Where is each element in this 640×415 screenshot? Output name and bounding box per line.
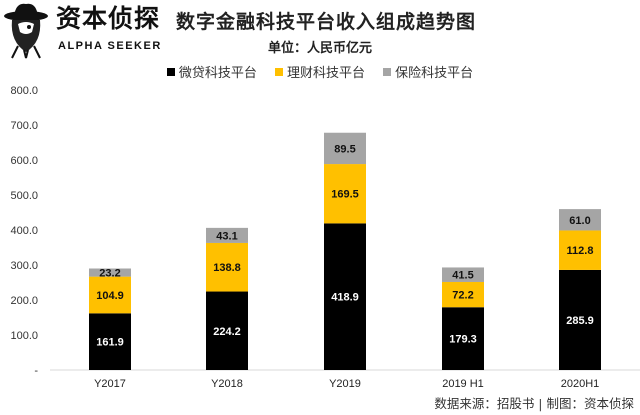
x-tick-label: Y2017 (94, 378, 126, 390)
x-tick-label: 2020H1 (561, 378, 600, 390)
y-tick-label: 400.0 (10, 225, 38, 237)
detective-logo-icon (4, 3, 48, 59)
bar-segment (442, 307, 484, 370)
bar-segment (559, 269, 601, 370)
data-label: 61.0 (569, 215, 590, 227)
data-label: 285.9 (566, 315, 594, 327)
source-note: 数据来源：招股书 | 制图：资本侦探 (434, 396, 634, 411)
bar-segment (89, 268, 131, 277)
chart-subtitle: 单位：人民币亿元 (268, 41, 373, 56)
bar-segment (559, 230, 601, 270)
legend-swatch (166, 68, 175, 76)
x-tick-label: 2019 H1 (442, 378, 484, 390)
y-tick-label: 100.0 (10, 330, 38, 342)
bar-segment (324, 132, 366, 165)
y-tick-label: 800.0 (10, 85, 38, 97)
data-label: 138.8 (213, 262, 241, 274)
y-tick-label: 300.0 (10, 260, 38, 272)
bar-segment (206, 227, 248, 243)
y-tick-label: 700.0 (10, 120, 38, 132)
bar-segment (442, 267, 484, 282)
logo-subtext: ALPHA SEEKER (58, 40, 162, 52)
bar-segment (89, 313, 131, 370)
bar-segment (324, 223, 366, 370)
chart-title: 数字金融科技平台收入组成趋势图 (176, 11, 477, 33)
bar-segment (89, 276, 131, 314)
bar-segment (559, 209, 601, 231)
data-label: 112.8 (567, 245, 594, 257)
data-label: 41.5 (452, 270, 473, 282)
data-label: 43.1 (216, 230, 237, 242)
legend: 微贷科技平台 理财科技平台 保险科技平台 (0, 66, 640, 82)
legend-item: 理财科技平台 (274, 66, 365, 82)
y-tick-label: 600.0 (10, 155, 38, 167)
data-label: 72.2 (452, 290, 473, 302)
bar-segment (206, 242, 248, 292)
x-tick-label: Y2018 (211, 378, 243, 390)
bar-segment (324, 164, 366, 224)
x-tick-label: Y2019 (329, 378, 361, 390)
data-label: 224.2 (213, 326, 241, 338)
data-label: 169.5 (331, 189, 359, 201)
data-label: 23.2 (99, 268, 120, 280)
legend-label: 微贷科技平台 (178, 66, 257, 81)
legend-item: 微贷科技平台 (166, 66, 257, 82)
legend-item: 保险科技平台 (383, 66, 473, 82)
legend-label: 理财科技平台 (286, 66, 365, 81)
bar-segment (442, 281, 484, 308)
logo-text: 资本侦探 (56, 4, 161, 33)
y-tick-label: 200.0 (10, 295, 38, 307)
data-label: 161.9 (96, 337, 124, 349)
legend-label: 保险科技平台 (395, 66, 474, 81)
legend-swatch (383, 68, 392, 76)
data-label: 89.5 (334, 143, 355, 155)
data-label: 418.9 (331, 292, 359, 304)
data-label: 104.9 (96, 290, 124, 302)
y-tick-label: - (34, 365, 38, 377)
logo: 资本侦探 ALPHA SEEKER (2, 2, 162, 60)
y-tick-label: 500.0 (10, 190, 38, 202)
data-label: 179.3 (449, 334, 477, 346)
legend-swatch (274, 68, 283, 76)
bar-segment (206, 291, 248, 370)
